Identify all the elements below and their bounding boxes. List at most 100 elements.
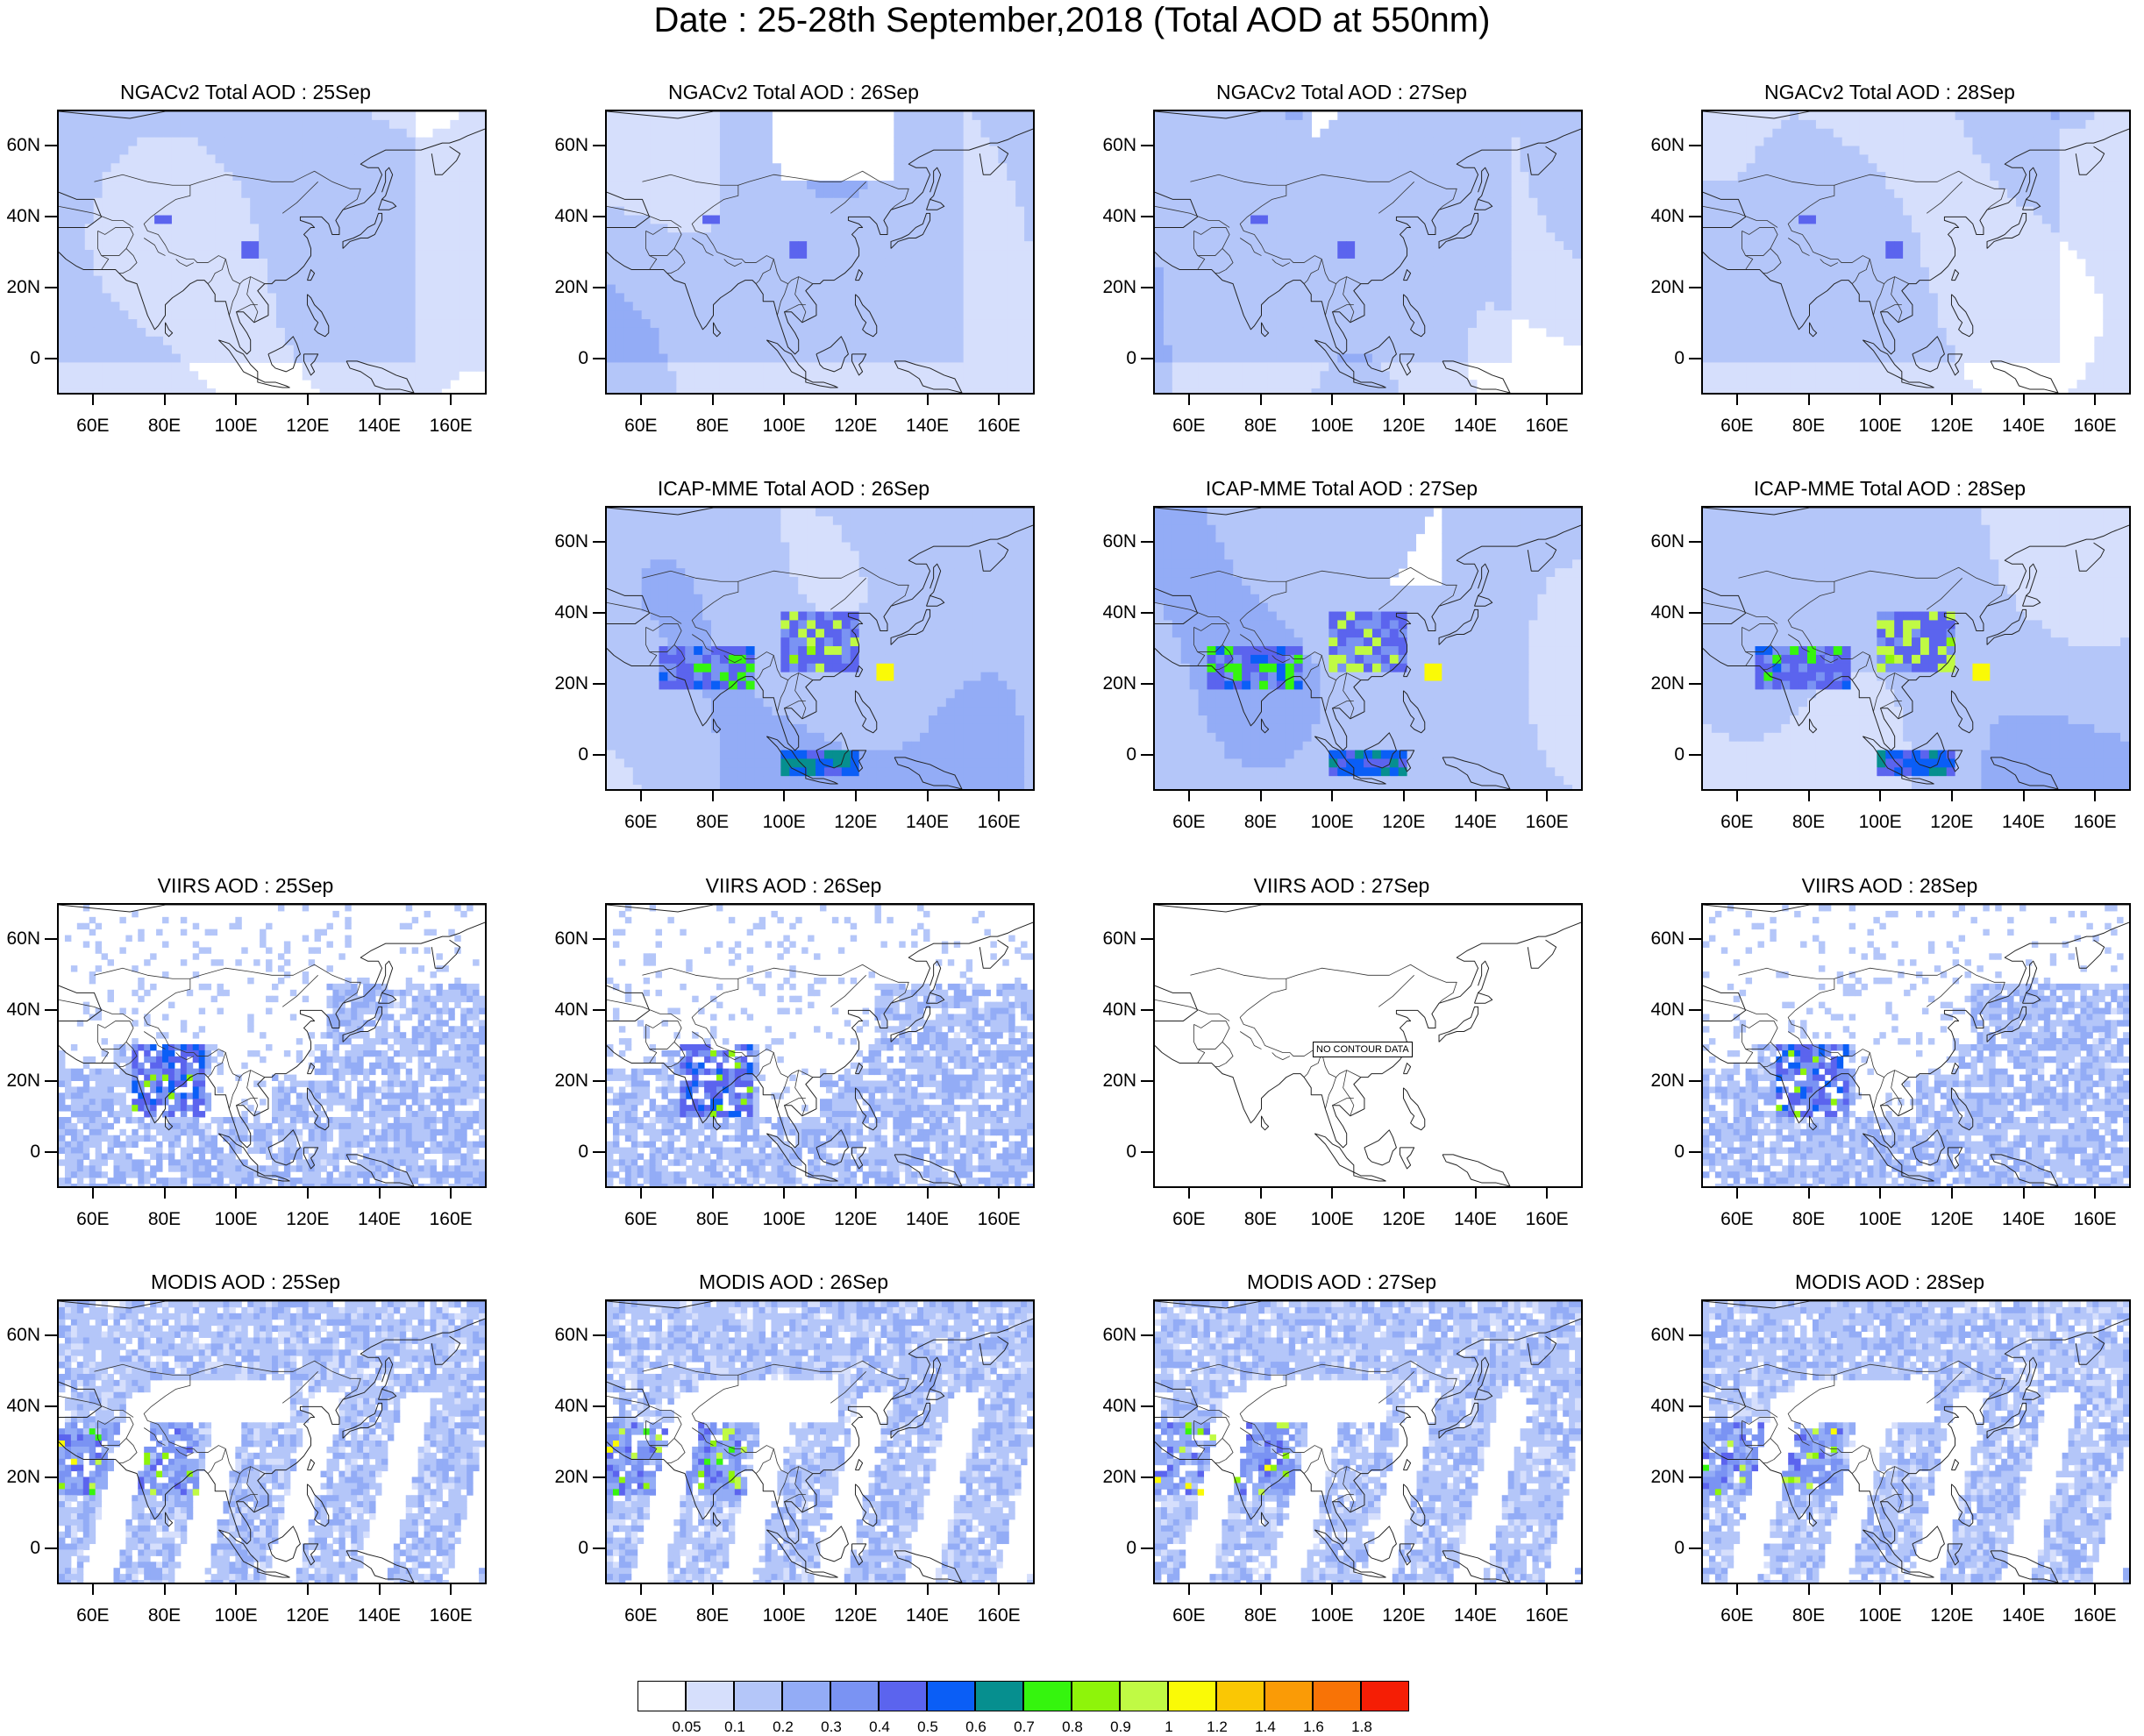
lon-tick-label: 120E — [1917, 1209, 1987, 1230]
lon-tick-label: 160E — [964, 1209, 1034, 1230]
lon-tick — [1187, 791, 1190, 801]
lat-tick — [1141, 1008, 1153, 1011]
lon-tick-label: 80E — [1774, 416, 1844, 437]
lon-tick-label: 60E — [1702, 812, 1772, 833]
lat-tick — [1689, 287, 1701, 289]
lat-tick-label: 20N — [1644, 673, 1685, 694]
aod-field — [59, 111, 485, 393]
colorbar-label: 0.7 — [1007, 1718, 1042, 1736]
lat-tick — [1141, 1151, 1153, 1154]
aod-field — [59, 1301, 485, 1583]
map-plot-area — [57, 903, 487, 1188]
lat-tick-label: 40N — [1644, 1396, 1685, 1417]
map-panel: ICAP-MME Total AOD : 28Sep 60N 40N 20N 0 60E 8… — [1644, 475, 2135, 861]
colorbar-label: 0.6 — [958, 1718, 994, 1736]
lon-tick-label: 100E — [1297, 812, 1367, 833]
lat-tick-label: 20N — [1644, 1467, 1685, 1488]
lat-tick — [1141, 937, 1153, 940]
lon-tick-label: 120E — [273, 1209, 343, 1230]
lat-tick — [593, 1151, 605, 1154]
lon-tick — [2094, 395, 2097, 405]
lon-tick-label: 140E — [1989, 812, 2059, 833]
lon-tick-label: 80E — [1226, 1605, 1296, 1626]
lon-tick — [2094, 1584, 2097, 1595]
lon-tick — [450, 1188, 452, 1199]
lon-tick-label: 80E — [1774, 812, 1844, 833]
lat-tick-label: 0 — [548, 744, 588, 765]
lat-tick — [1689, 358, 1701, 360]
lat-tick-label: 40N — [548, 602, 588, 623]
lat-tick-label: 20N — [1096, 673, 1136, 694]
lon-tick — [711, 791, 714, 801]
lon-tick-label: 100E — [1297, 1605, 1367, 1626]
lat-tick-label: 20N — [1096, 1467, 1136, 1488]
lon-tick-label: 60E — [1154, 1605, 1224, 1626]
lon-tick — [1187, 1584, 1190, 1595]
lon-tick-label: 140E — [1989, 416, 2059, 437]
colorbar-label: 0.3 — [814, 1718, 849, 1736]
map-panel: NGACv2 Total AOD : 28Sep 60N 40N 20N 0 60E 80E… — [1644, 79, 2135, 465]
lon-tick — [306, 395, 309, 405]
lon-tick-label: 80E — [678, 812, 748, 833]
lat-tick — [593, 1476, 605, 1479]
lon-tick-label: 80E — [678, 1605, 748, 1626]
map-plot-area — [1153, 110, 1583, 395]
lon-tick-label: 80E — [678, 416, 748, 437]
aod-field — [607, 905, 1033, 1186]
aod-field — [1155, 905, 1581, 1186]
lon-tick-label: 120E — [821, 416, 891, 437]
lon-tick-label: 60E — [58, 1209, 128, 1230]
lon-tick-label: 120E — [1917, 812, 1987, 833]
lon-tick — [1187, 1188, 1190, 1199]
lon-tick-label: 140E — [893, 416, 963, 437]
lat-tick-label: 0 — [1644, 744, 1685, 765]
lat-tick-label: 0 — [1096, 1538, 1136, 1559]
lat-tick — [1141, 215, 1153, 217]
map-plot-area — [1701, 903, 2131, 1188]
map-panel: NGACv2 Total AOD : 25Sep 60N 40N 20N 0 60E 80E… — [0, 79, 491, 465]
colorbar-swatch — [638, 1681, 686, 1711]
lon-tick-label: 60E — [58, 1605, 128, 1626]
lon-tick-label: 60E — [606, 1209, 676, 1230]
lon-tick-label: 100E — [749, 1605, 819, 1626]
lat-tick — [593, 215, 605, 217]
lon-tick — [998, 1584, 1001, 1595]
lon-tick — [926, 1188, 929, 1199]
lat-tick-label: 60N — [0, 928, 40, 950]
lon-tick — [1950, 1188, 1953, 1199]
lat-tick — [593, 937, 605, 940]
lat-tick-label: 40N — [548, 1000, 588, 1021]
lon-tick-label: 140E — [1441, 1605, 1511, 1626]
lon-tick-label: 140E — [1441, 812, 1511, 833]
aod-field — [1703, 111, 2129, 393]
map-plot-area — [1701, 506, 2131, 791]
lon-tick — [1807, 395, 1810, 405]
lon-tick — [163, 395, 166, 405]
lon-tick-label: 160E — [2060, 1605, 2130, 1626]
lon-tick — [163, 1584, 166, 1595]
lat-tick — [1141, 1334, 1153, 1336]
panel-title: MODIS AOD : 27Sep — [1114, 1269, 1570, 1295]
lon-tick — [854, 791, 857, 801]
lon-tick-label: 100E — [1845, 812, 1915, 833]
colorbar-label: 1.6 — [1296, 1718, 1331, 1736]
lat-tick — [1689, 754, 1701, 757]
panel-title: ICAP-MME Total AOD : 28Sep — [1662, 475, 2118, 502]
colorbar-swatch — [734, 1681, 782, 1711]
lat-tick-label: 40N — [1644, 1000, 1685, 1021]
lat-tick-label: 0 — [1644, 348, 1685, 369]
map-plot-area — [605, 1299, 1035, 1584]
lon-tick — [1259, 395, 1262, 405]
colorbar-swatch — [1120, 1681, 1168, 1711]
lat-tick-label: 0 — [0, 1142, 40, 1163]
map-plot-area — [1153, 1299, 1583, 1584]
map-plot-area — [1701, 110, 2131, 395]
lon-tick-label: 80E — [130, 1209, 200, 1230]
colorbar-swatch — [1168, 1681, 1216, 1711]
lon-tick-label: 140E — [345, 1605, 415, 1626]
lon-tick — [1807, 1584, 1810, 1595]
lat-tick-label: 0 — [548, 1538, 588, 1559]
lon-tick-label: 100E — [749, 812, 819, 833]
lat-tick — [45, 1080, 57, 1083]
lon-tick — [2022, 1584, 2025, 1595]
